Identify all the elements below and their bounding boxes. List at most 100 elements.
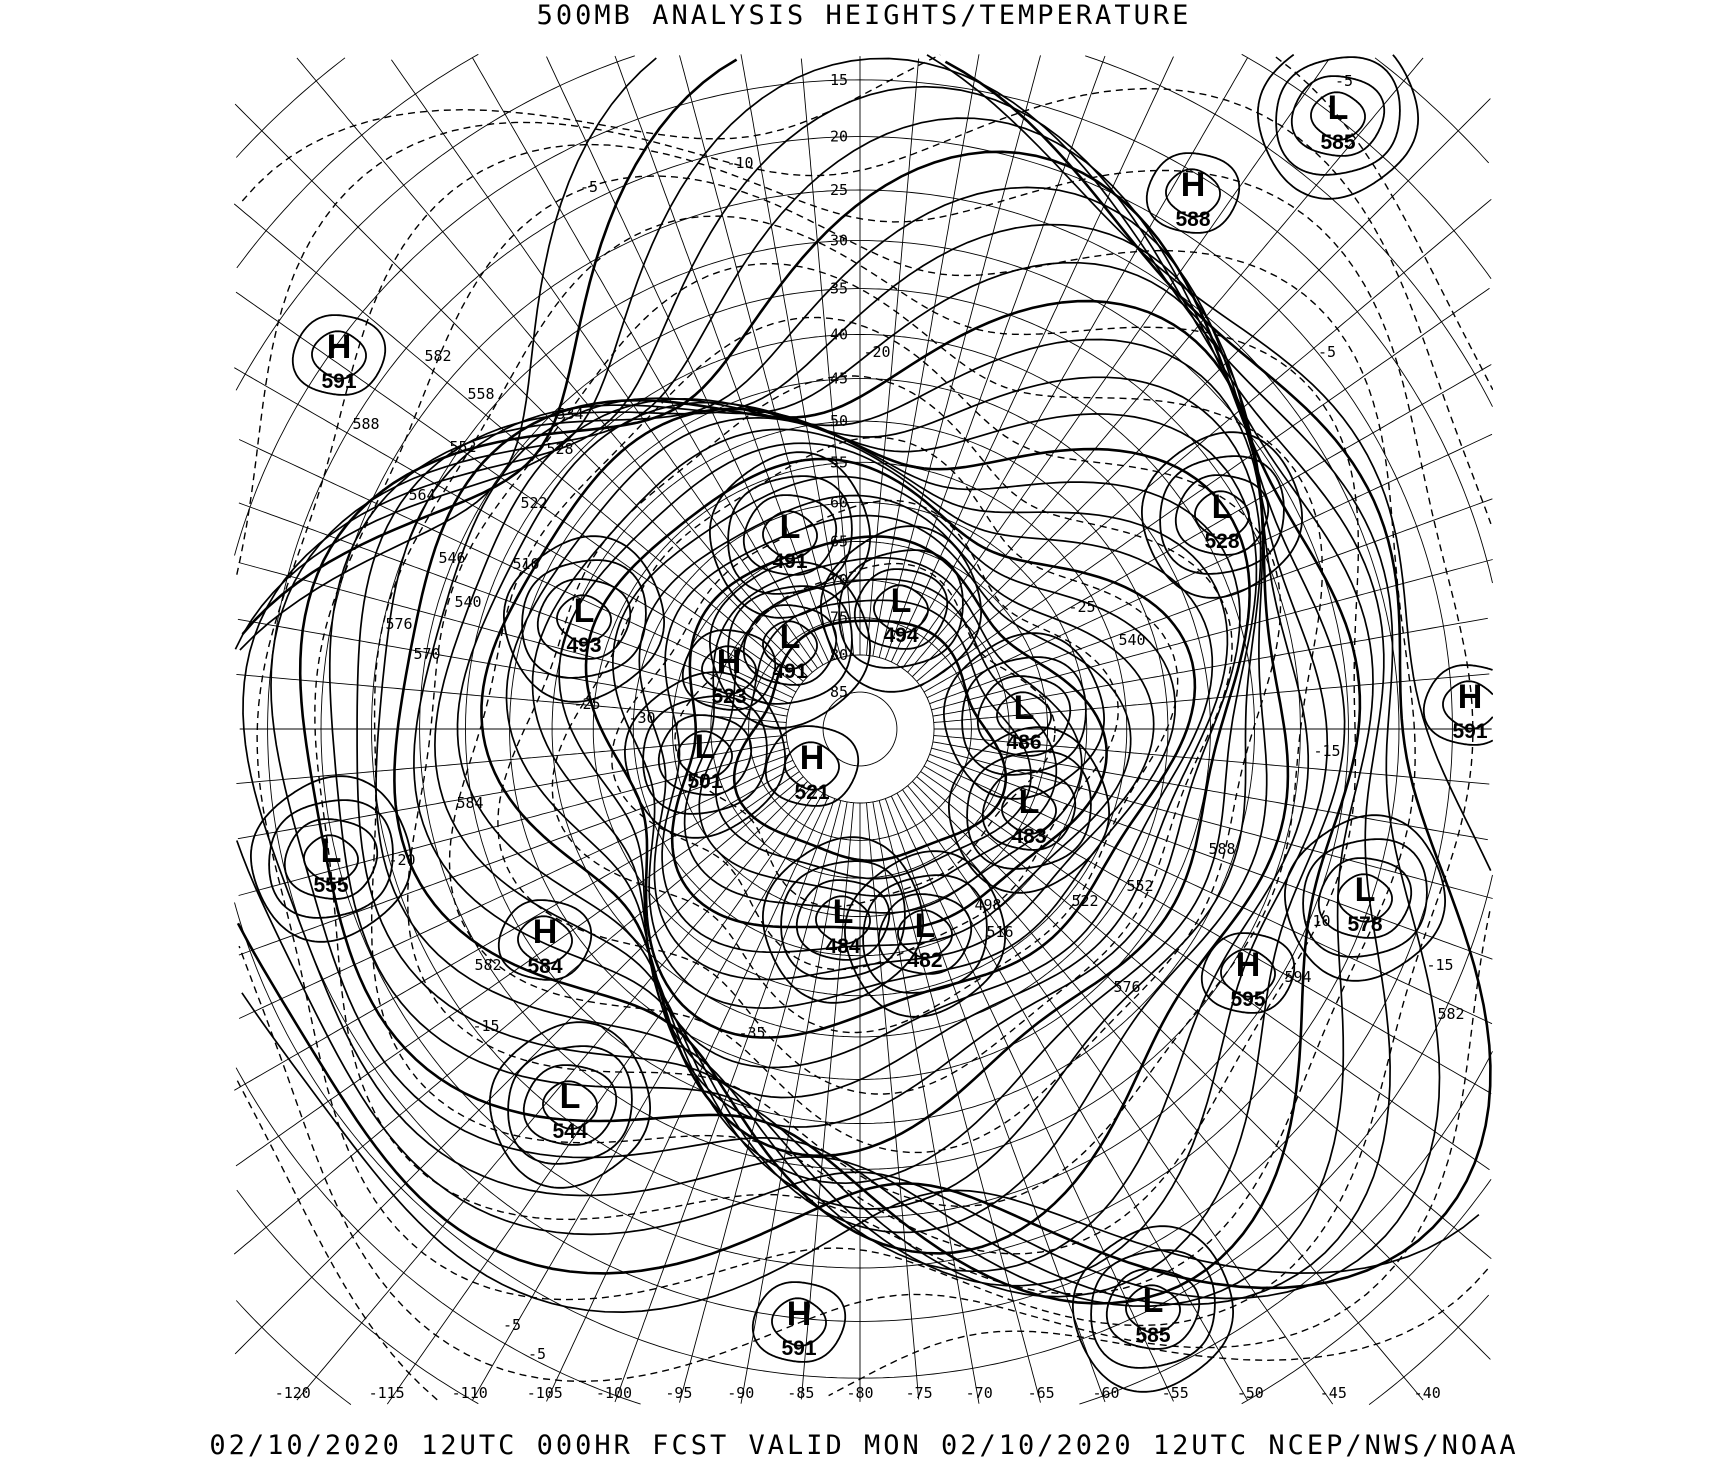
meridian-line — [923, 364, 1492, 693]
closed-contour — [1001, 785, 1057, 835]
closed-contour — [742, 494, 838, 576]
meridian-line — [238, 439, 794, 699]
system-value: 491 — [772, 550, 807, 573]
longitude-label: -80 — [846, 1384, 873, 1402]
meridian-line — [472, 57, 824, 666]
closed-contour — [1302, 838, 1428, 958]
system-value: 482 — [907, 949, 942, 972]
high-pressure-center: H 523 — [711, 643, 746, 708]
height-contour — [670, 535, 1108, 931]
closed-contour — [522, 1064, 618, 1146]
closed-contour — [709, 451, 871, 619]
system-value: 584 — [527, 955, 562, 978]
longitude-label: -115 — [369, 1384, 405, 1402]
temperature-contour — [314, 175, 1416, 1295]
meridian-line — [237, 741, 788, 840]
closed-contour — [1442, 680, 1493, 730]
meridian-line — [235, 291, 800, 687]
meridian-line — [931, 747, 1493, 899]
system-value: 591 — [781, 1337, 816, 1360]
height-contour — [239, 54, 1492, 1313]
temperature-contour-label: -5 — [528, 1345, 546, 1363]
height-contour-label: 570 — [413, 645, 440, 663]
closed-contour — [624, 671, 786, 839]
longitude-label: -55 — [1162, 1384, 1189, 1402]
latitude-label: 15 — [830, 71, 848, 89]
meridian-line — [890, 795, 1174, 1402]
temperature-contour-label: -5 — [580, 178, 598, 196]
meridian-line — [800, 802, 854, 1400]
meridian-line — [911, 98, 1491, 678]
latitude-label: 25 — [830, 181, 848, 199]
closed-contour — [1275, 56, 1401, 176]
system-value: 591 — [1452, 720, 1487, 743]
meridian-line — [614, 798, 836, 1403]
height-contour — [242, 85, 1391, 1306]
system-letter: L — [695, 728, 716, 766]
closed-contour — [1317, 857, 1413, 939]
meridian-line — [932, 617, 1488, 717]
temperature-contour — [371, 215, 1359, 1255]
closed-contour — [1337, 873, 1393, 923]
meridian-line — [237, 618, 788, 717]
longitude-label: -45 — [1320, 1384, 1347, 1402]
meridian-line — [911, 780, 1491, 1360]
height-contour-label: 522 — [520, 494, 547, 512]
system-letter: L — [1014, 689, 1035, 727]
meridian-line — [679, 55, 842, 658]
latitude-circle — [236, 54, 1492, 1405]
meridian-line — [234, 776, 804, 1255]
meridian-line — [679, 800, 842, 1403]
system-value: 555 — [313, 874, 348, 897]
height-contour-label: 576 — [385, 615, 412, 633]
low-pressure-center: L 578 — [1347, 871, 1382, 936]
longitude-label: -70 — [966, 1384, 993, 1402]
system-value: 491 — [772, 660, 807, 683]
high-pressure-center: H 591 — [1452, 678, 1487, 743]
meridian-line — [238, 747, 789, 896]
pressure-systems: L 585 H 588 H 591 L 528 L 491 L 494 L 493 H 523 L 491 L 486… — [313, 89, 1487, 1360]
height-contour-label: 528 — [546, 440, 573, 458]
closed-contour — [784, 741, 840, 791]
closed-contour — [873, 584, 929, 634]
system-value: 585 — [1320, 131, 1355, 154]
closed-contour — [268, 799, 394, 919]
meridian-line — [907, 57, 1424, 673]
height-contour-label: 540 — [1118, 631, 1145, 649]
latitude-label: 40 — [830, 326, 848, 344]
height-contour-label: 516 — [986, 923, 1013, 941]
closed-contour — [815, 895, 871, 945]
closed-contour — [1090, 1249, 1216, 1369]
closed-contour — [311, 330, 367, 380]
closed-contour — [771, 1297, 827, 1347]
lat-lon-grid — [234, 54, 1493, 1405]
temperature-contour — [551, 436, 1179, 1034]
latitude-circle — [822, 691, 898, 767]
meridian-line — [933, 673, 1490, 723]
low-pressure-center: L 493 — [566, 592, 601, 657]
closed-contour — [542, 1080, 598, 1130]
height-contour — [480, 407, 1251, 1157]
system-value: 521 — [794, 781, 829, 804]
low-pressure-center: L 585 — [1320, 89, 1355, 154]
meridian-line — [238, 562, 789, 711]
meridian-line — [926, 433, 1493, 699]
temperature-contour-label: -5 — [1318, 343, 1336, 361]
temperature-contour-label: -25 — [1068, 598, 1095, 616]
meridian-line — [472, 792, 824, 1401]
temperature-contour — [611, 499, 1119, 971]
height-contour — [584, 457, 1197, 1039]
longitude-label: -105 — [527, 1384, 563, 1402]
height-contour-label: 540 — [454, 593, 481, 611]
meridian-line — [878, 800, 1041, 1403]
low-pressure-center: L 483 — [1011, 783, 1046, 848]
system-letter: H — [1236, 946, 1261, 984]
height-contour — [683, 556, 1083, 914]
latitude-label: 30 — [830, 232, 848, 250]
longitude-label: -75 — [906, 1384, 933, 1402]
height-contour-label: 534 — [556, 405, 583, 423]
meridian-line — [234, 780, 809, 1355]
closed-contour — [966, 750, 1092, 870]
height-contour-label: 558 — [467, 385, 494, 403]
meridian-line — [546, 795, 830, 1402]
